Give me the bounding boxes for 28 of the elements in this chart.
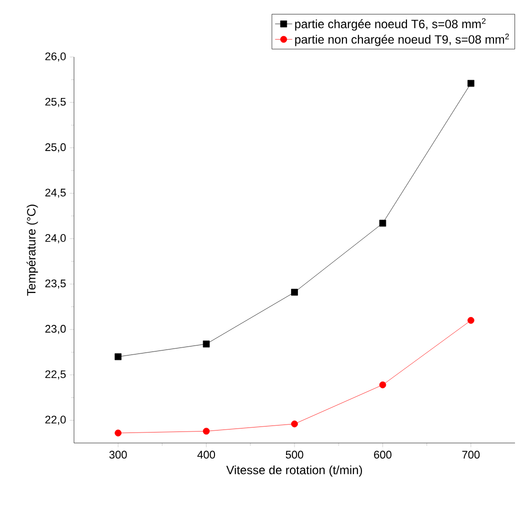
- y-tick-label: 25,0: [45, 143, 66, 152]
- x-tick-label: 700: [462, 450, 480, 459]
- y-tick-label: 22,0: [45, 416, 66, 425]
- point: [379, 381, 386, 388]
- x-tick-label: 300: [109, 450, 127, 459]
- x-axis-title: Vitesse de rotation (t/min): [226, 465, 362, 477]
- point: [468, 316, 474, 324]
- point: [114, 430, 122, 436]
- y-tick-label: 23,0: [45, 324, 66, 334]
- y-axis-title: Température (°C): [26, 204, 38, 296]
- y-tick-label: 22,5: [45, 370, 66, 380]
- point: [379, 220, 386, 227]
- point: [202, 428, 210, 435]
- y-tick-label: 26,0: [45, 52, 66, 62]
- y-tick-label: 24,5: [45, 188, 66, 198]
- y-tick-label: 25,5: [45, 98, 66, 107]
- x-tick-label: 600: [374, 450, 392, 459]
- legend-label: partie non chargée noeud T9, s=08 mm$^{2}$: [295, 34, 509, 46]
- x-tick-label: 500: [286, 450, 304, 459]
- point: [114, 353, 122, 360]
- point: [291, 420, 298, 428]
- point: [468, 80, 474, 87]
- x-tick-label: 400: [197, 450, 216, 459]
- y-tick-label: 23,5: [45, 280, 66, 289]
- point: [291, 288, 298, 296]
- legend-label: partie chargée noeud T6, s=08 mm$^{2}$: [295, 18, 486, 31]
- point: [202, 340, 210, 348]
- y-tick-label: 24,0: [45, 234, 66, 244]
